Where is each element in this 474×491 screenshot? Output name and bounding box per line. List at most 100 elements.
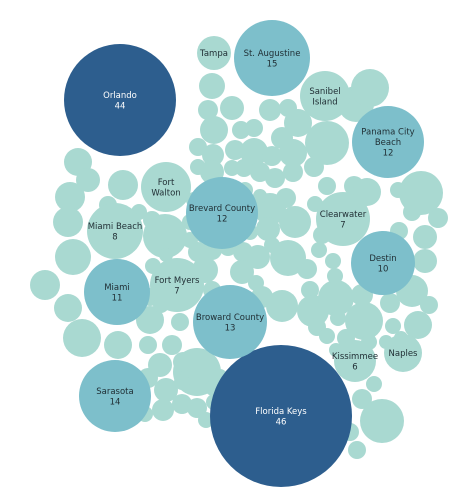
bubble[interactable] — [390, 182, 406, 198]
bubble[interactable] — [301, 281, 319, 299]
bubble[interactable] — [173, 352, 193, 372]
bubble[interactable] — [235, 159, 253, 177]
bubble-label-tampa: Tampa — [199, 49, 228, 59]
bubble[interactable] — [30, 270, 60, 300]
bubble-label-fort-walton: Fort — [158, 178, 175, 188]
bubble[interactable] — [63, 319, 101, 357]
bubble[interactable] — [172, 394, 192, 414]
bubble-label-florida-keys: Florida Keys — [255, 407, 307, 417]
bubble[interactable] — [318, 280, 354, 316]
bubble[interactable] — [198, 100, 218, 120]
bubble[interactable] — [136, 306, 164, 334]
bubble[interactable] — [54, 294, 82, 322]
bubble[interactable] — [262, 146, 282, 166]
bubble[interactable] — [366, 376, 382, 392]
bubble-panama-city-beach[interactable] — [352, 106, 424, 178]
bubble[interactable] — [265, 168, 285, 188]
bubble[interactable] — [279, 139, 307, 167]
bubble[interactable] — [202, 144, 224, 166]
bubble[interactable] — [108, 170, 138, 200]
bubble[interactable] — [256, 217, 280, 241]
bubble-orlando[interactable] — [64, 44, 176, 156]
bubble[interactable] — [152, 399, 174, 421]
bubble-broward-county[interactable] — [193, 285, 267, 359]
bubble[interactable] — [380, 293, 400, 313]
bubble[interactable] — [266, 290, 298, 322]
bubble-miami[interactable] — [84, 259, 150, 325]
bubble-st-augustine[interactable] — [234, 20, 310, 96]
bubble[interactable] — [325, 253, 341, 269]
bubble-value-orlando: 44 — [115, 101, 126, 111]
bubble[interactable] — [279, 206, 311, 238]
bubble[interactable] — [385, 318, 401, 334]
bubble[interactable] — [270, 240, 306, 276]
bubble-value-kissimmee: 6 — [352, 362, 357, 372]
bubble-fort-myers[interactable] — [150, 258, 204, 312]
bubble[interactable] — [200, 116, 228, 144]
bubble[interactable] — [413, 249, 437, 273]
bubble-florida-keys[interactable] — [210, 345, 352, 487]
bubble-naples[interactable] — [384, 334, 422, 372]
bubble-label-sanibel-island: Sanibel — [309, 87, 340, 97]
bubble[interactable] — [283, 162, 303, 182]
bubble-fort-walton[interactable] — [141, 162, 191, 212]
bubble[interactable] — [345, 302, 383, 340]
bubble-kissimmee[interactable] — [334, 340, 376, 382]
bubble[interactable] — [253, 189, 267, 203]
bubble[interactable] — [55, 239, 91, 275]
bubble[interactable] — [233, 242, 253, 262]
bubble[interactable] — [360, 399, 404, 443]
bubble[interactable] — [351, 69, 389, 107]
bubble[interactable] — [139, 336, 157, 354]
bubble[interactable] — [284, 109, 312, 137]
bubble-label-brevard-county: Brevard County — [189, 204, 255, 214]
bubble[interactable] — [399, 171, 443, 215]
bubble[interactable] — [311, 242, 327, 258]
bubble[interactable] — [305, 121, 349, 165]
bubble[interactable] — [189, 138, 207, 156]
bubble[interactable] — [348, 441, 366, 459]
bubble-destin[interactable] — [351, 231, 415, 295]
bubble-sanibel-island[interactable] — [300, 71, 350, 121]
bubble[interactable] — [259, 99, 281, 121]
bubble[interactable] — [159, 248, 173, 262]
bubble-value-miami-beach: 8 — [112, 232, 117, 242]
bubble[interactable] — [428, 208, 448, 228]
bubble[interactable] — [250, 162, 270, 182]
bubble[interactable] — [352, 389, 372, 409]
bubble-label-orlando: Orlando — [103, 91, 137, 101]
bubble[interactable] — [327, 268, 343, 284]
bubble[interactable] — [240, 138, 268, 166]
bubble[interactable] — [154, 378, 178, 402]
bubble[interactable] — [143, 214, 187, 258]
bubble[interactable] — [182, 232, 198, 248]
bubble[interactable] — [413, 225, 437, 249]
bubble[interactable] — [76, 168, 100, 192]
bubble[interactable] — [230, 260, 254, 284]
bubble-sarasota[interactable] — [79, 360, 151, 432]
bubble[interactable] — [162, 335, 182, 355]
bubble[interactable] — [187, 398, 207, 418]
bubble-brevard-county[interactable] — [186, 177, 258, 249]
bubble[interactable] — [53, 207, 83, 237]
bubble[interactable] — [171, 313, 189, 331]
bubble-miami-beach[interactable] — [87, 203, 143, 259]
bubble[interactable] — [55, 182, 85, 212]
bubble[interactable] — [225, 140, 245, 160]
bubble[interactable] — [330, 310, 346, 326]
bubble-value-florida-keys: 46 — [276, 417, 287, 427]
bubble[interactable] — [174, 374, 190, 390]
bubble-label-panama-city-beach: Beach — [375, 138, 401, 148]
bubble[interactable] — [420, 296, 438, 314]
bubble[interactable] — [220, 96, 244, 120]
bubble[interactable] — [404, 311, 432, 339]
bubble[interactable] — [199, 73, 225, 99]
bubble-label-sarasota: Sarasota — [96, 387, 133, 397]
bubble[interactable] — [318, 177, 336, 195]
bubble[interactable] — [104, 331, 132, 359]
bubble-tampa[interactable] — [197, 36, 231, 70]
bubble[interactable] — [319, 328, 335, 344]
bubble[interactable] — [245, 119, 263, 137]
bubble-clearwater[interactable] — [316, 192, 370, 246]
bubble[interactable] — [297, 259, 317, 279]
